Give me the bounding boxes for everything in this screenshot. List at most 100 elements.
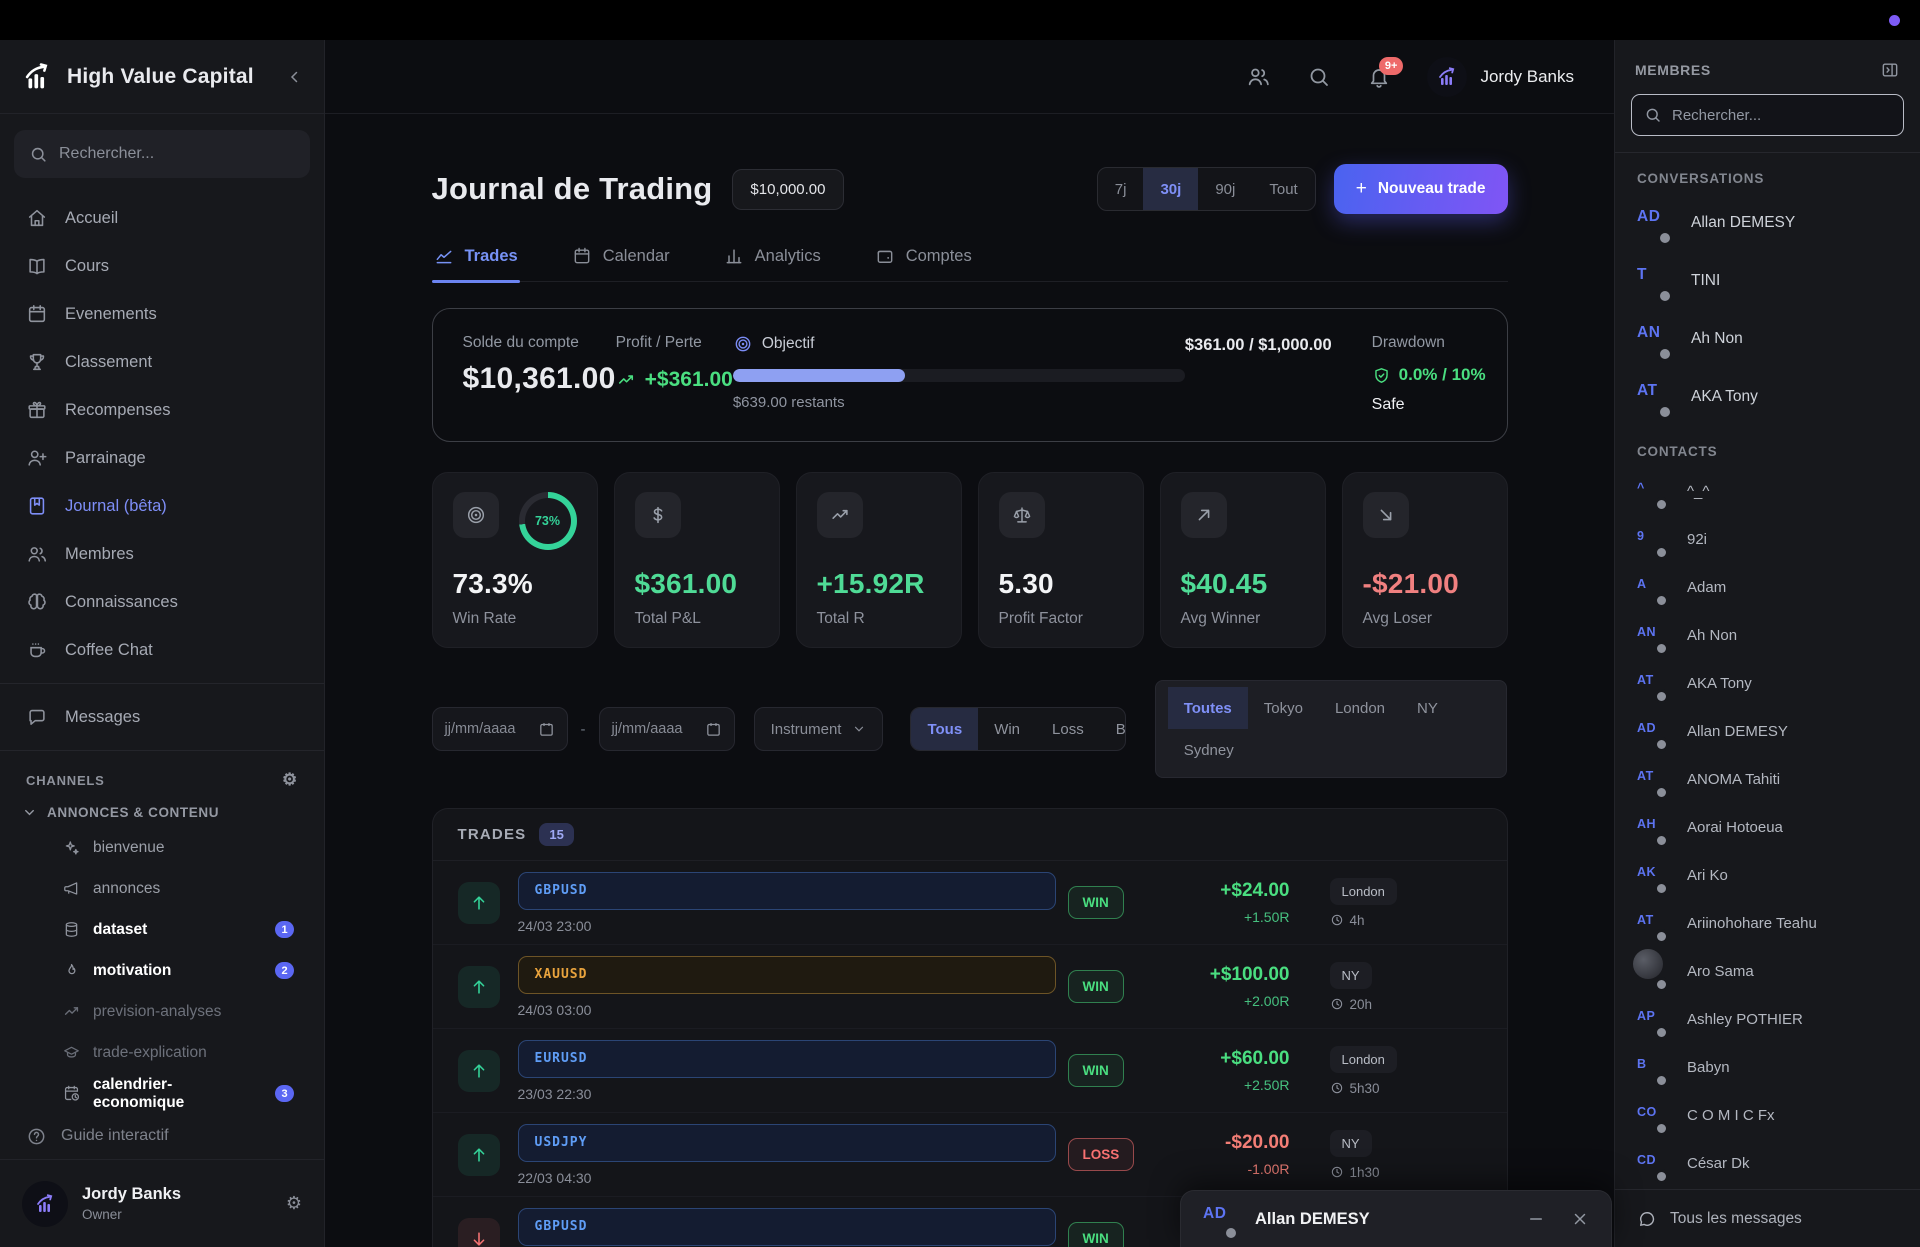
channel-bienvenue[interactable]: bienvenue — [0, 827, 324, 868]
stat-card-win-rate: 73% 73.3% Win Rate — [431, 472, 598, 648]
sidebar-item-accueil[interactable]: Accueil — [0, 194, 324, 242]
left-sidebar: High Value Capital Rechercher... Accueil… — [0, 40, 325, 1247]
date-to-input[interactable]: jj/mm/aaaa — [598, 707, 735, 751]
minimize-icon[interactable] — [1527, 1210, 1545, 1228]
channel-label: trade-explication — [93, 1043, 207, 1061]
contact-item[interactable]: B Babyn — [1615, 1043, 1920, 1091]
trade-row[interactable]: GBPUSD 24/03 23:00 WIN +$24.00 +1.50R Lo… — [432, 861, 1507, 945]
contact-item[interactable]: 9 92i — [1615, 515, 1920, 563]
notifications-bell[interactable]: 9+ — [1367, 56, 1404, 89]
sidebar-item-classement[interactable]: Classement — [0, 338, 324, 386]
trade-r-multiple: +2.50R — [1243, 1077, 1290, 1093]
members-header-icon[interactable] — [1246, 64, 1271, 89]
contact-item[interactable]: AN Ah Non — [1615, 611, 1920, 659]
sidebar-user-box[interactable]: Jordy Banks Owner ⚙ — [0, 1159, 324, 1247]
tab-comptes[interactable]: Comptes — [873, 246, 974, 281]
tab-calendar[interactable]: Calendar — [570, 246, 672, 281]
sidebar-item-membres[interactable]: Membres — [0, 530, 324, 578]
sidebar-item-messages[interactable]: Messages — [0, 693, 324, 741]
status-dot — [1654, 1121, 1669, 1136]
sidebar-item-guide-interactif[interactable]: Guide interactif — [0, 1114, 324, 1158]
header-user-chip[interactable]: Jordy Banks — [1427, 56, 1574, 97]
sidebar-item-journal[interactable]: Journal (bêta) — [0, 482, 324, 530]
members-search-input[interactable]: Rechercher... — [1631, 94, 1904, 136]
range-option[interactable]: 90j — [1198, 168, 1252, 210]
contact-item[interactable]: AD Allan DEMESY — [1615, 707, 1920, 755]
session-filter-option[interactable]: Tokyo — [1248, 687, 1319, 729]
instrument-select[interactable]: Instrument — [753, 707, 884, 751]
trade-row[interactable]: EURUSD 23/03 22:30 WIN +$60.00 +2.50R Lo… — [432, 1029, 1507, 1113]
trend-up-icon — [831, 509, 848, 519]
tab-analytics[interactable]: Analytics — [722, 246, 823, 281]
collapse-panel-button[interactable] — [1880, 60, 1900, 80]
contact-item[interactable]: AT ANOMA Tahiti — [1615, 755, 1920, 803]
all-messages-button[interactable]: Tous les messages — [1615, 1189, 1920, 1247]
sidebar-item-coffee-chat[interactable]: Coffee Chat — [0, 626, 324, 674]
channel-label: bienvenue — [93, 838, 165, 856]
avatar-initials: ^ — [1637, 481, 1645, 495]
target-icon — [467, 506, 484, 524]
channel-prevision-analyses[interactable]: prevision-analyses — [0, 991, 324, 1032]
range-option[interactable]: 30j — [1143, 168, 1199, 210]
sidebar-item-cours[interactable]: Cours — [0, 242, 324, 290]
sidebar-item-recompenses[interactable]: Recompenses — [0, 386, 324, 434]
sidebar-item-connaissances[interactable]: Connaissances — [0, 578, 324, 626]
session-filter-option[interactable]: Sydney — [1168, 729, 1250, 771]
avatar: T — [1637, 266, 1673, 304]
conversation-item[interactable]: AT AKA Tony — [1615, 368, 1920, 426]
status-dot — [1654, 977, 1669, 992]
trade-row[interactable]: XAUUSD 24/03 03:00 WIN +$100.00 +2.00R N… — [432, 945, 1507, 1029]
range-option[interactable]: 7j — [1098, 168, 1144, 210]
avatar: AH — [1637, 815, 1669, 848]
sidebar-item-evenements[interactable]: Evenements — [0, 290, 324, 338]
chat-popup[interactable]: AD Allan DEMESY — [1180, 1190, 1612, 1247]
session-filter-option[interactable]: Toutes — [1167, 687, 1248, 729]
contact-item[interactable]: AK Ari Ko — [1615, 851, 1920, 899]
sidebar-collapse-button[interactable] — [286, 68, 304, 86]
contact-item[interactable]: CO C O M I C Fx — [1615, 1091, 1920, 1139]
arrow-up-right-icon — [1180, 492, 1227, 538]
date-from-input[interactable]: jj/mm/aaaa — [431, 707, 568, 751]
session-filter-option[interactable]: NY — [1401, 687, 1454, 729]
contact-item[interactable]: AH Aorai Hotoeua — [1615, 803, 1920, 851]
close-icon[interactable] — [1571, 1210, 1589, 1228]
sidebar-search-input[interactable]: Rechercher... — [14, 130, 310, 178]
contact-item[interactable]: A Adam — [1615, 563, 1920, 611]
sidebar-item-parrainage[interactable]: Parrainage — [0, 434, 324, 482]
tab-trades[interactable]: Trades — [431, 246, 520, 283]
result-filter-option[interactable]: Win — [978, 708, 1036, 750]
contact-item[interactable]: AT AKA Tony — [1615, 659, 1920, 707]
channel-group-annonces[interactable]: ANNONCES & CONTENU — [0, 796, 324, 827]
contact-name: ^_^ — [1687, 482, 1710, 500]
range-option[interactable]: Tout — [1252, 168, 1314, 210]
conversation-item[interactable]: T TINI — [1615, 252, 1920, 310]
result-filter-option[interactable]: Loss — [1036, 708, 1100, 750]
contact-item[interactable]: AT Ariinohohare Teahu — [1615, 899, 1920, 947]
channel-motivation[interactable]: motivation 2 — [0, 950, 324, 991]
avatar-initials: AK — [1637, 865, 1657, 879]
channel-trade-explication[interactable]: trade-explication — [0, 1032, 324, 1073]
new-trade-button[interactable]: + Nouveau trade — [1333, 164, 1508, 214]
contact-item[interactable]: ^ ^_^ — [1615, 467, 1920, 515]
status-dot — [1654, 833, 1669, 848]
contact-item[interactable]: CD César Dk — [1615, 1139, 1920, 1187]
win-rate-ring: 73% — [518, 492, 577, 550]
trade-row[interactable]: USDJPY 22/03 04:30 LOSS -$20.00 -1.00R N… — [432, 1113, 1507, 1197]
contact-name: AKA Tony — [1687, 674, 1752, 692]
conversation-item[interactable]: AN Ah Non — [1615, 310, 1920, 368]
channel-annonces[interactable]: annonces — [0, 868, 324, 909]
result-filter-option[interactable]: BE — [1100, 708, 1125, 750]
conversation-item[interactable]: AD Allan DEMESY — [1615, 194, 1920, 252]
message-circle-icon — [1640, 1211, 1655, 1226]
channel-calendrier-economique[interactable]: calendrier-economique 3 — [0, 1073, 324, 1114]
channels-settings-gear-icon[interactable]: ⚙ — [281, 770, 298, 789]
channel-dataset[interactable]: dataset 1 — [0, 909, 324, 950]
channel-label: prevision-analyses — [93, 1002, 222, 1020]
status-dot — [1657, 230, 1673, 246]
contact-item[interactable]: AS Aro Sama — [1615, 947, 1920, 995]
search-header-icon[interactable] — [1307, 65, 1331, 89]
contact-item[interactable]: AP Ashley POTHIER — [1615, 995, 1920, 1043]
result-filter-option[interactable]: Tous — [911, 708, 979, 750]
user-settings-gear-icon[interactable]: ⚙ — [285, 1193, 302, 1213]
session-filter-option[interactable]: London — [1319, 687, 1401, 729]
